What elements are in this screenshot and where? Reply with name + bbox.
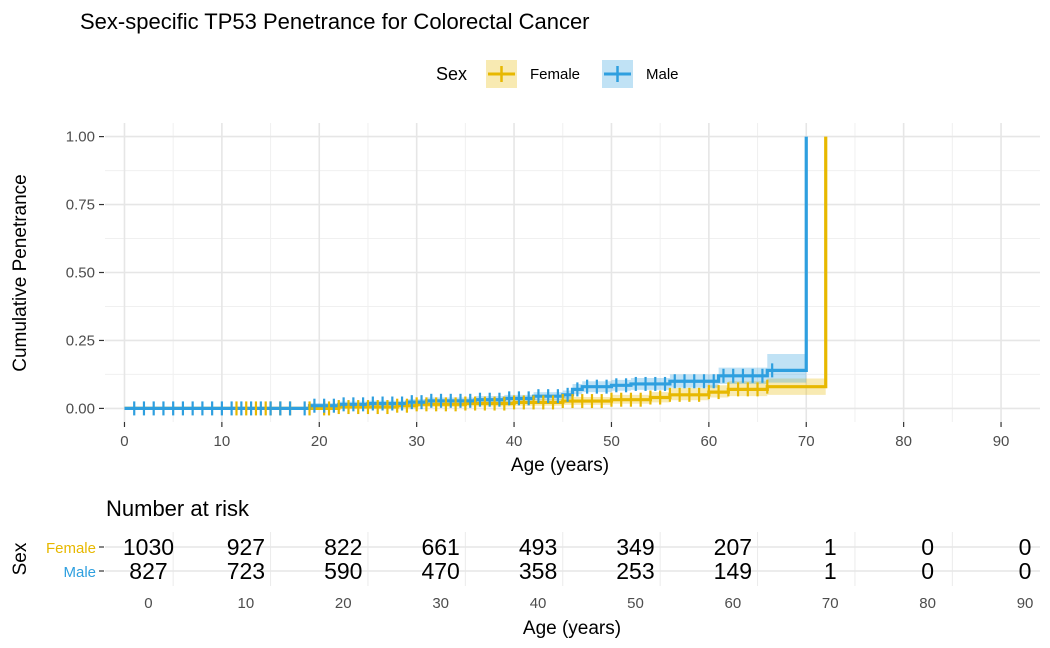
risk-x-tick-label: 60	[725, 595, 742, 612]
risk-table-title: Number at risk	[106, 496, 250, 521]
risk-cell-male: 0	[1019, 558, 1032, 584]
risk-x-tick-label: 90	[1017, 595, 1034, 612]
risk-x-tick-label: 80	[919, 595, 936, 612]
y-tick-label: 0.50	[66, 265, 95, 282]
x-tick-label: 20	[311, 433, 328, 450]
y-tick-label: 0.25	[66, 332, 95, 349]
risk-x-tick-label: 30	[432, 595, 449, 612]
risk-cell-male: 1	[824, 558, 837, 584]
x-tick-label: 0	[120, 433, 128, 450]
risk-x-tick-label: 40	[530, 595, 547, 612]
risk-cell-male: 827	[129, 558, 167, 584]
x-tick-label: 30	[408, 433, 425, 450]
x-tick-label: 50	[603, 433, 620, 450]
y-tick-label: 1.00	[66, 129, 95, 146]
x-tick-label: 80	[895, 433, 912, 450]
x-tick-label: 10	[214, 433, 231, 450]
legend-title: Sex	[436, 64, 467, 84]
risk-cell-male: 0	[921, 558, 934, 584]
risk-cell-female: 493	[519, 534, 557, 560]
risk-cell-female: 1030	[123, 534, 174, 560]
risk-cell-female: 661	[421, 534, 459, 560]
risk-table-grid	[105, 532, 1040, 586]
y-axis-label: Cumulative Penetrance	[10, 174, 31, 372]
risk-cell-female: 1	[824, 534, 837, 560]
legend-label-female: Female	[530, 66, 580, 83]
legend-label-male: Male	[646, 66, 679, 83]
x-tick-label: 40	[506, 433, 523, 450]
y-tick-label: 0.75	[66, 197, 95, 214]
x-axis-label: Age (years)	[511, 455, 609, 476]
risk-cell-female: 0	[921, 534, 934, 560]
risk-cell-male: 723	[227, 558, 265, 584]
risk-x-tick-label: 70	[822, 595, 839, 612]
risk-cell-female: 0	[1019, 534, 1032, 560]
risk-y-axis-label: Sex	[10, 542, 31, 575]
risk-cell-male: 149	[714, 558, 752, 584]
risk-cell-male: 358	[519, 558, 557, 584]
x-tick-label: 60	[701, 433, 718, 450]
risk-x-tick-label: 50	[627, 595, 644, 612]
risk-cell-male: 590	[324, 558, 362, 584]
risk-cell-female: 822	[324, 534, 362, 560]
risk-cell-female: 207	[714, 534, 752, 560]
censor-marks	[133, 363, 774, 416]
y-tick-label: 0.00	[66, 400, 95, 417]
main-plot-grid	[105, 123, 1040, 422]
legend: Sex Female Male	[436, 60, 679, 88]
risk-x-tick-label: 20	[335, 595, 352, 612]
main-plot-axes: 0 10 20 30 40 50 60 70 80 90 0.00 0.25 0.50 0.75 1.00	[66, 129, 1010, 450]
risk-x-axis-label: Age (years)	[523, 618, 621, 639]
risk-row-label-male: Male	[63, 564, 96, 581]
x-tick-label: 70	[798, 433, 815, 450]
x-tick-label: 90	[993, 433, 1010, 450]
risk-row-label-female: Female	[46, 540, 96, 557]
risk-cell-male: 253	[616, 558, 654, 584]
risk-cell-female: 927	[227, 534, 265, 560]
risk-x-tick-label: 0	[144, 595, 152, 612]
risk-table-axes: 0 10 20 30 40 50 60 70 80 90	[99, 546, 1034, 612]
risk-x-tick-label: 10	[238, 595, 255, 612]
risk-cell-male: 470	[421, 558, 459, 584]
risk-cell-female: 349	[616, 534, 654, 560]
chart-title: Sex-specific TP53 Penetrance for Colorec…	[80, 9, 590, 34]
